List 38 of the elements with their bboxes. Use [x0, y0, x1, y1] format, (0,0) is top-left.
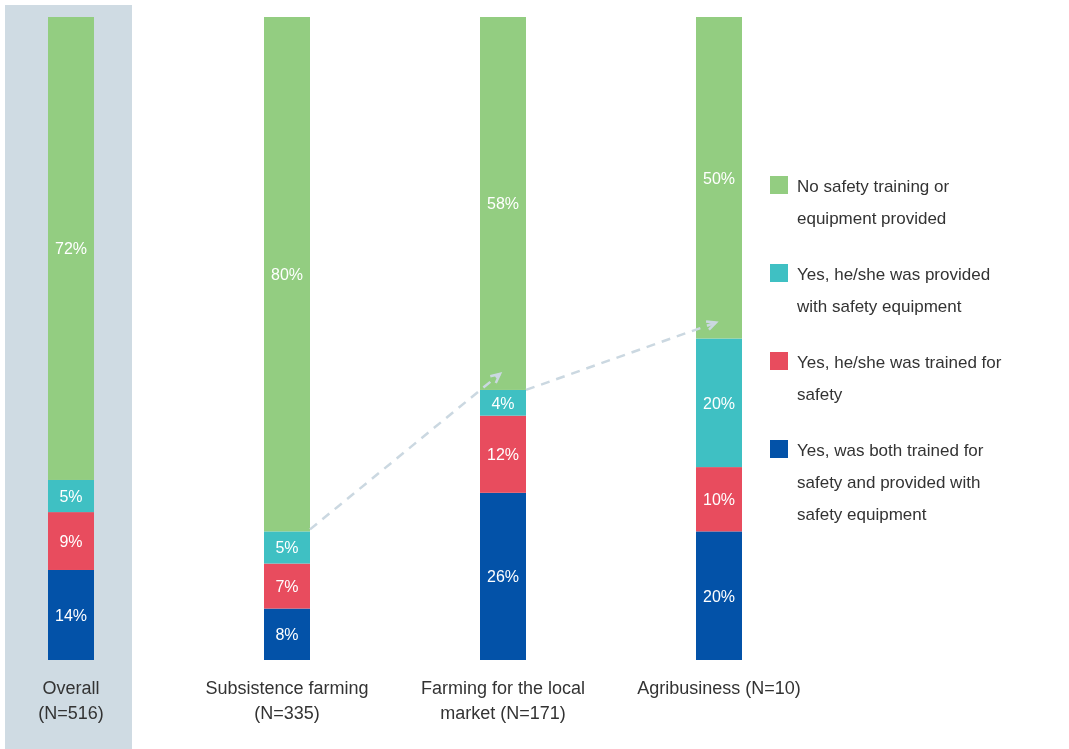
data-label: 50% — [702, 169, 736, 187]
data-label: 5% — [59, 488, 83, 506]
data-label: 9% — [59, 533, 83, 551]
bar — [48, 17, 94, 480]
data-label: 80% — [270, 266, 304, 284]
data-label: 20% — [702, 394, 736, 412]
data-label: 58% — [486, 195, 520, 213]
bar — [264, 608, 310, 660]
bar — [696, 467, 742, 532]
bar — [480, 17, 526, 390]
data-label: 4% — [491, 394, 515, 412]
legend-label: Yes, was both trained for safety and provided with safety equipment — [797, 441, 984, 524]
legend-label: Yes, he/she was trained for safety — [797, 353, 1002, 404]
data-label: 5% — [275, 539, 299, 557]
legend-label: No safety training or equipment provided — [797, 177, 950, 228]
data-label: 26% — [486, 568, 520, 586]
bar — [48, 569, 94, 660]
legend-label: Yes, he/she was provided with safety equipment — [796, 265, 991, 316]
x-tick-label: Subsistence farming (N=335) — [205, 678, 369, 723]
bar — [696, 338, 742, 468]
x-tick-label: Farming for the local market (N=171) — [420, 678, 586, 723]
data-label: 7% — [275, 578, 299, 596]
x-tick-label: Overall (N=516) — [38, 678, 104, 723]
data-label: 8% — [275, 626, 299, 644]
bar — [264, 531, 310, 564]
data-label: 14% — [54, 606, 88, 624]
bar — [696, 17, 742, 339]
data-label: 20% — [702, 587, 736, 605]
bar — [696, 531, 742, 660]
bar — [264, 17, 310, 532]
data-label: 12% — [486, 446, 520, 464]
bar — [480, 415, 526, 493]
bar — [48, 512, 94, 570]
x-tick-label: Agribusiness (N=10) — [637, 678, 801, 698]
bar — [480, 492, 526, 660]
bar — [264, 563, 310, 609]
data-label: 10% — [702, 491, 736, 509]
data-label: 72% — [54, 240, 88, 258]
